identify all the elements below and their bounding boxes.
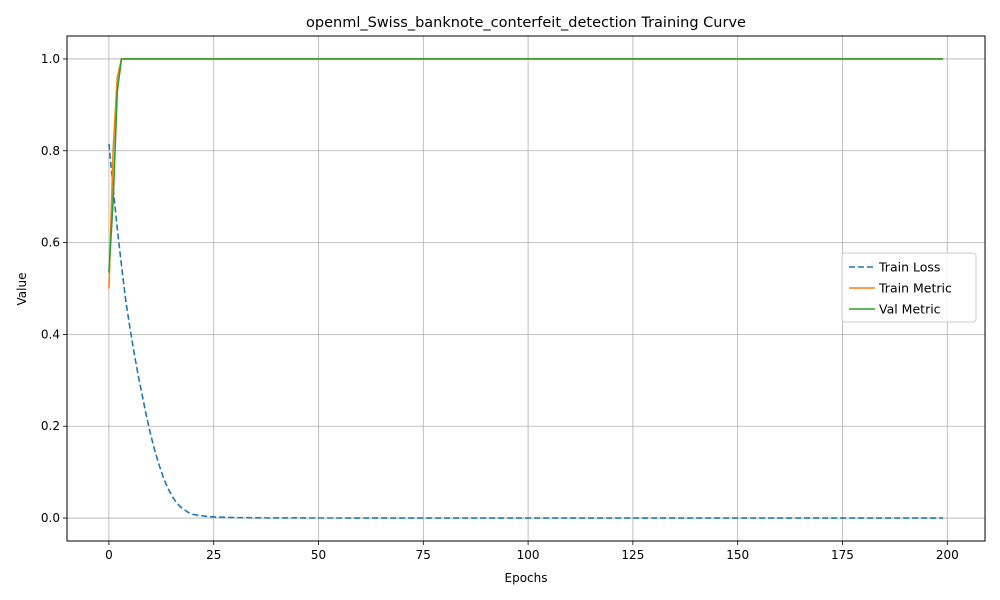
x-tick-label: 175	[831, 548, 854, 562]
x-tick-label: 150	[726, 548, 749, 562]
train-loss-line	[108, 143, 944, 519]
y-axis-label: Value	[15, 273, 29, 306]
legend-box	[841, 252, 977, 323]
legend-label-train-loss: Train Loss	[878, 260, 940, 275]
x-tick-label: 50	[311, 548, 326, 562]
axis-ticks: 0 25 50 75 100 125 150 175 200 0.0 0.2 0.4 0.6 0.8 1.0	[41, 52, 959, 562]
legend-label-train-metric: Train Metric	[878, 281, 952, 296]
x-tick-label: 75	[416, 548, 431, 562]
plot-area-frame	[66, 35, 986, 542]
x-tick-label: 200	[936, 548, 959, 562]
val-metric-line	[108, 58, 944, 273]
y-tick-label: 0.8	[41, 144, 60, 158]
x-axis-label: Epochs	[505, 571, 548, 585]
y-tick-label: 0.4	[41, 327, 60, 341]
legend: Train Loss Train Metric Val Metric	[841, 252, 977, 323]
y-tick-label: 0.2	[41, 419, 60, 433]
x-tick-label: 100	[517, 548, 540, 562]
series-lines	[108, 58, 944, 519]
x-tick-label: 125	[621, 548, 644, 562]
x-tick-label: 25	[206, 548, 221, 562]
x-tick-label: 0	[105, 548, 113, 562]
y-tick-label: 1.0	[41, 52, 60, 66]
y-tick-label: 0.0	[41, 511, 60, 525]
legend-label-val-metric: Val Metric	[879, 302, 941, 317]
y-tick-label: 0.6	[41, 236, 60, 250]
chart-title: openml_Swiss_banknote_conterfeit_detecti…	[306, 15, 746, 31]
